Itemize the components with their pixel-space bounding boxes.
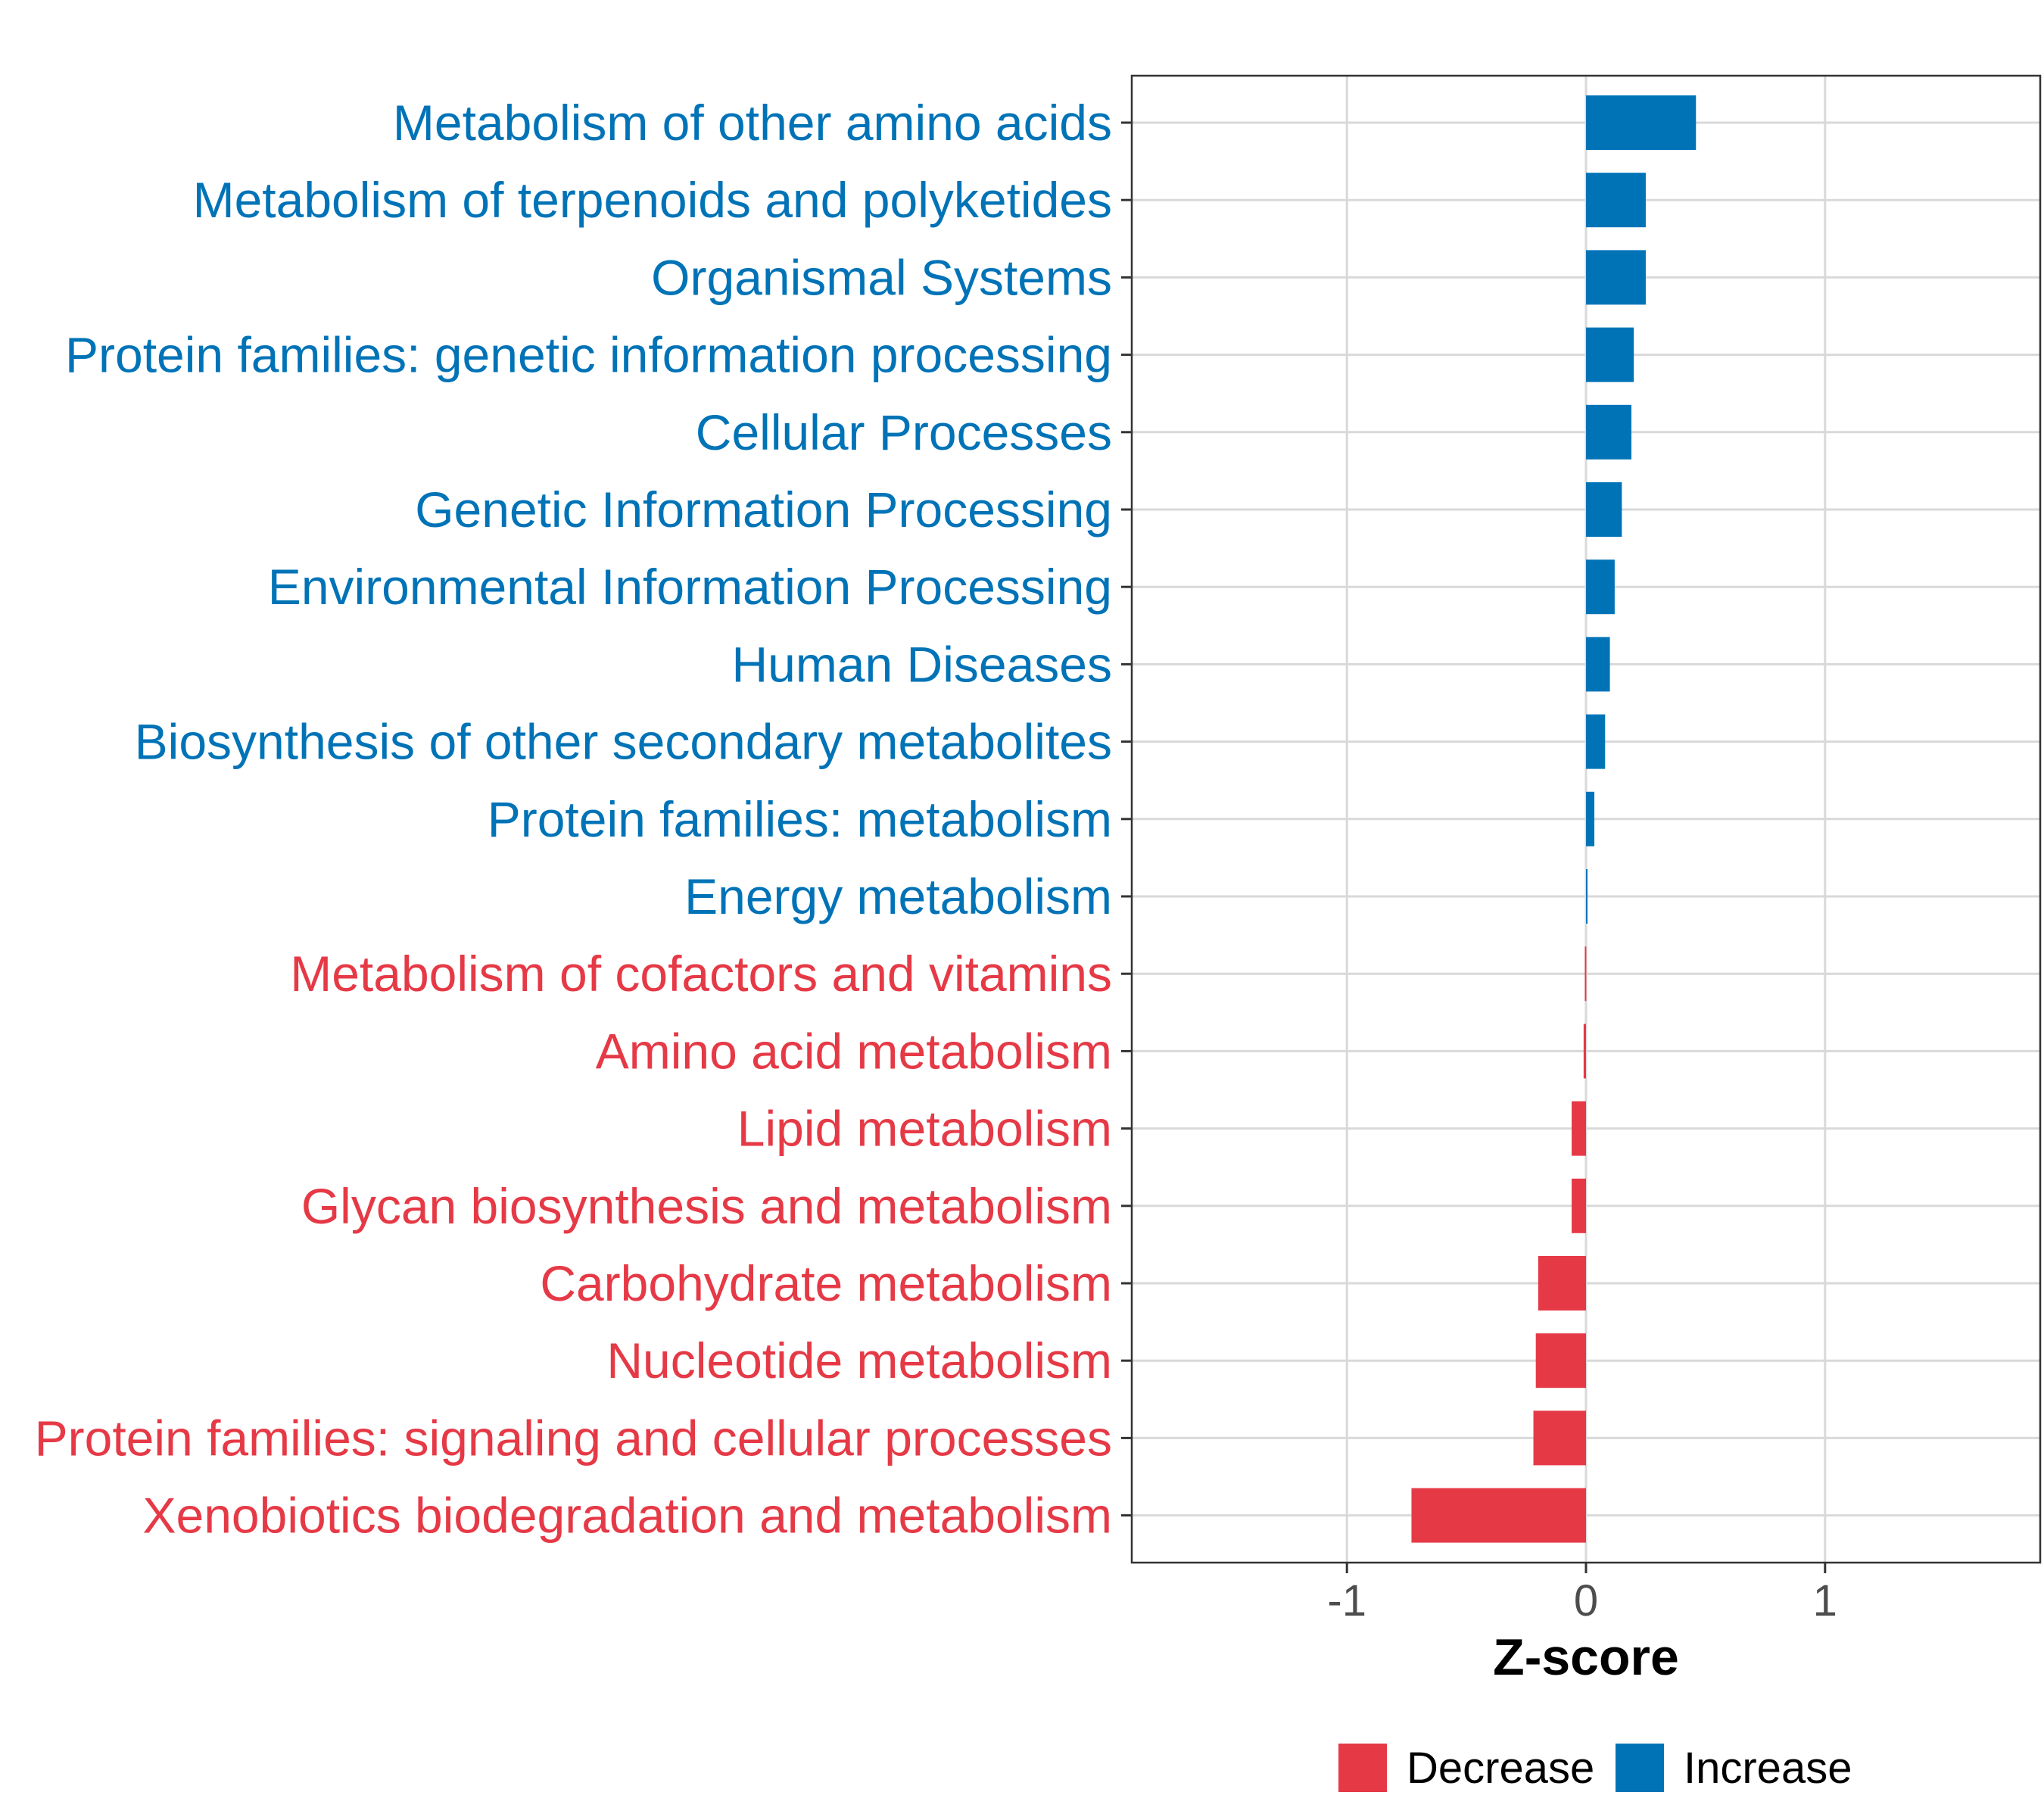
- y-label-nucleotide-metabolism: Nucleotide metabolism: [606, 1332, 1112, 1388]
- bar-lipid-metabolism: [1572, 1101, 1586, 1156]
- bar-xenobiotics-biodegradation-and-metabolism: [1411, 1488, 1586, 1543]
- legend-swatch-decrease: [1338, 1744, 1387, 1792]
- bar-organismal-systems: [1586, 250, 1646, 305]
- bar-environmental-information-processing: [1586, 559, 1615, 615]
- bar-metabolism-of-terpenoids-and-polyketides: [1586, 173, 1646, 228]
- y-label-biosynthesis-of-other-secondary-metabolites: Biosynthesis of other secondary metaboli…: [135, 714, 1112, 770]
- x-tick-label-0: -1: [1327, 1576, 1366, 1625]
- bar-human-diseases: [1586, 637, 1610, 692]
- legend-label-decrease: Decrease: [1407, 1744, 1594, 1793]
- y-label-cellular-processes: Cellular Processes: [696, 404, 1112, 460]
- bar-amino-acid-metabolism: [1583, 1024, 1586, 1079]
- y-label-organismal-systems: Organismal Systems: [651, 249, 1112, 305]
- bar-carbohydrate-metabolism: [1538, 1256, 1586, 1311]
- bar-metabolism-of-cofactors-and-vitamins: [1584, 946, 1587, 1002]
- y-label-glycan-biosynthesis-and-metabolism: Glycan biosynthesis and metabolism: [301, 1178, 1112, 1234]
- bar-biosynthesis-of-other-secondary-metabolites: [1586, 714, 1606, 769]
- y-label-metabolism-of-terpenoids-and-polyketides: Metabolism of terpenoids and polyketides: [193, 172, 1112, 228]
- bars: [1411, 95, 1697, 1543]
- bar-nucleotide-metabolism: [1535, 1333, 1586, 1388]
- y-label-lipid-metabolism: Lipid metabolism: [737, 1101, 1112, 1157]
- x-tick-label-2: 1: [1813, 1576, 1837, 1625]
- bar-protein-families-signaling-and-cellular-processes: [1533, 1410, 1586, 1466]
- y-label-amino-acid-metabolism: Amino acid metabolism: [596, 1023, 1112, 1079]
- bar-metabolism-of-other-amino-acids: [1586, 95, 1697, 150]
- legend-swatch-increase: [1616, 1744, 1664, 1792]
- x-ticks: -1 0 1: [1327, 1563, 1837, 1625]
- y-label-carbohydrate-metabolism: Carbohydrate metabolism: [540, 1255, 1112, 1311]
- y-label-protein-families-signaling-and-cellular-processes: Protein families: signaling and cellular…: [35, 1410, 1112, 1466]
- legend-label-increase: Increase: [1684, 1744, 1852, 1793]
- y-label-energy-metabolism: Energy metabolism: [684, 868, 1112, 924]
- y-ticks: [1121, 121, 1132, 1517]
- legend: Decrease Increase: [1338, 1744, 1852, 1793]
- bar-glycan-biosynthesis-and-metabolism: [1572, 1178, 1586, 1233]
- y-label-protein-families-genetic-information-processing: Protein families: genetic information pr…: [65, 327, 1112, 383]
- y-label-environmental-information-processing: Environmental Information Processing: [268, 559, 1112, 615]
- y-label-metabolism-of-cofactors-and-vitamins: Metabolism of cofactors and vitamins: [290, 946, 1112, 1002]
- x-axis-title: Z-score: [1493, 1628, 1679, 1686]
- bar-protein-families-metabolism: [1586, 791, 1595, 846]
- y-label-genetic-information-processing: Genetic Information Processing: [415, 482, 1112, 538]
- x-tick-label-1: 0: [1574, 1576, 1598, 1625]
- y-label-protein-families-metabolism: Protein families: metabolism: [488, 791, 1112, 847]
- y-label-xenobiotics-biodegradation-and-metabolism: Xenobiotics biodegradation and metabolis…: [143, 1488, 1113, 1544]
- y-label-metabolism-of-other-amino-acids: Metabolism of other amino acids: [393, 95, 1112, 151]
- bar-genetic-information-processing: [1586, 482, 1622, 537]
- y-label-human-diseases: Human Diseases: [731, 636, 1112, 692]
- bar-cellular-processes: [1586, 404, 1631, 460]
- y-tick-labels: Metabolism of other amino acids Metabolis…: [35, 95, 1112, 1544]
- bar-energy-metabolism: [1586, 869, 1588, 924]
- bar-protein-families-genetic-information-processing: [1586, 327, 1634, 382]
